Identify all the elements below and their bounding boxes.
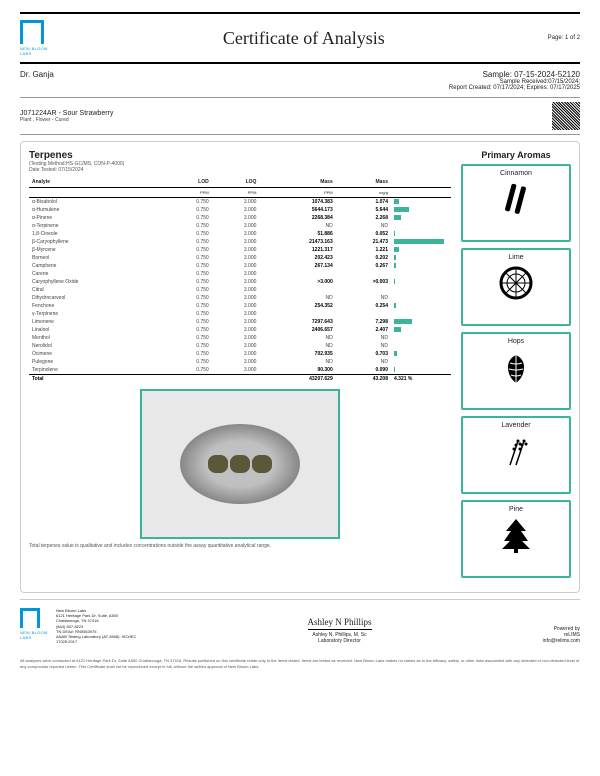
header: NEW BLOOM LABS Certificate of Analysis P… (20, 14, 580, 62)
page-number: Page: 1 of 2 (548, 35, 580, 41)
table-row: Camphene0.7503.000267.1340.267 (29, 262, 451, 270)
table-row: Terpinolene0.7503.00090.3000.090 (29, 366, 451, 375)
table-row: α-Bisabolol0.7503.0001074.3831.074 (29, 198, 451, 207)
lime-icon (496, 263, 536, 303)
product-code: J071224AR - Sour Strawberry (20, 110, 113, 117)
sample-id: Sample: 07-15-2024-52120 (449, 70, 580, 79)
table-row: Borneol0.7503.000202.4230.202 (29, 254, 451, 262)
fineprint: All analyses were conducted at 6121 Heri… (20, 658, 580, 668)
section-title: Terpenes (29, 150, 451, 161)
main-panel: Terpenes (Testing Method:HS-GC/MS, CON-P… (20, 141, 580, 593)
table-row: α-Humulene0.7503.0005644.1735.644 (29, 206, 451, 214)
table-row: γ-Terpinene0.7503.000 (29, 310, 451, 318)
cinnamon-icon (496, 179, 536, 219)
page-title: Certificate of Analysis (60, 28, 548, 49)
signature-block: Ashley N Phillips Ashley N. Phillips, M.… (308, 617, 372, 644)
table-row: β-Caryophyllene0.7503.00021473.16321.473 (29, 238, 451, 246)
sample-photo (140, 389, 340, 539)
table-row: Ocimene0.7503.000702.9350.703 (29, 350, 451, 358)
report-created: Report Created: 07/17/2024; Expires: 07/… (449, 85, 580, 91)
table-row: Fenchone0.7503.000254.3520.254 (29, 302, 451, 310)
table-row: α-Pinene0.7503.0002268.3842.268 (29, 214, 451, 222)
client-name: Dr. Ganja (20, 70, 54, 91)
logo-icon (20, 20, 44, 44)
aroma-hops: Hops (461, 332, 571, 410)
terpenes-table: AnalyteLODLOQMassMass PPMPPMPPMmg/g α-Bi… (29, 177, 451, 383)
table-row: Carene0.7503.000 (29, 270, 451, 278)
aroma-cinnamon: Cinnamon (461, 164, 571, 242)
lavender-icon (496, 431, 536, 471)
disclaimer: Total terpenes value is qualitative and … (29, 543, 451, 549)
pine-icon (496, 515, 536, 555)
qr-code (552, 102, 580, 130)
aroma-pine: Pine (461, 500, 571, 578)
table-row: α-Terpinene0.7503.000NDND (29, 222, 451, 230)
signature: Ashley N Phillips (308, 617, 372, 630)
powered-by: Powered by reLIMS info@relims.com (543, 626, 580, 644)
logo-text: NEW BLOOM LABS (20, 46, 60, 56)
table-row: Menthol0.7503.000NDND (29, 334, 451, 342)
table-row: Dihydrocarveol0.7503.000NDND (29, 294, 451, 302)
table-row: Caryophyllene Oxide0.7503.000>3.000>0.00… (29, 278, 451, 286)
table-row: Linalool0.7503.0002406.6572.407 (29, 326, 451, 334)
table-row: Nerolidol0.7503.000NDND (29, 342, 451, 350)
product-type: Plant , Flower - Cured (20, 117, 113, 123)
table-row: β-Myrcene0.7503.0001221.3171.221 (29, 246, 451, 254)
table-row: Citral0.7503.000 (29, 286, 451, 294)
hops-icon (496, 347, 536, 387)
aroma-lime: Lime (461, 248, 571, 326)
footer-logo: NEW BLOOM LABS (20, 608, 50, 644)
table-row: Limonene0.7503.0007297.6437.298 (29, 318, 451, 326)
aromas-title: Primary Aromas (461, 150, 571, 160)
footer-address: New Bloom Labs6121 Heritage Park Dr, Sui… (56, 608, 136, 644)
aroma-lavender: Lavender (461, 416, 571, 494)
table-row: 1,8-Cineole0.7503.00051.8860.052 (29, 230, 451, 238)
table-row: Pulegone0.7503.000NDND (29, 358, 451, 366)
logo: NEW BLOOM LABS (20, 20, 60, 56)
test-date: Date Tested: 07/15/2024 (29, 167, 451, 173)
